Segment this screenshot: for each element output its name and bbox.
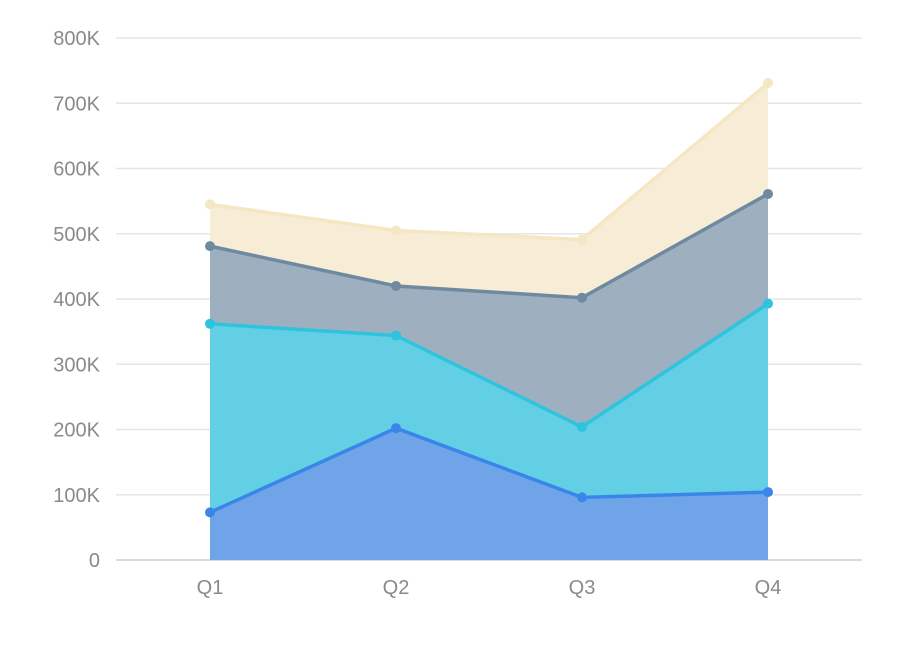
series-1-area bbox=[210, 428, 768, 560]
series-4-point[interactable] bbox=[205, 199, 215, 210]
x-tick-label: Q3 bbox=[569, 577, 596, 599]
series-2-area bbox=[210, 303, 768, 513]
series-2-point[interactable] bbox=[577, 421, 587, 432]
y-tick-label: 100K bbox=[53, 485, 100, 507]
y-axis-tick-labels: 0 100K 200K 300K 400K 500K 600K 700K 800K bbox=[53, 28, 100, 572]
series-3-point[interactable] bbox=[763, 188, 773, 199]
series-1-point[interactable] bbox=[577, 492, 587, 503]
y-tick-label: 800K bbox=[53, 28, 100, 50]
x-tick-label: Q4 bbox=[755, 577, 782, 599]
y-tick-label: 600K bbox=[53, 159, 100, 181]
series-4-point[interactable] bbox=[763, 78, 773, 89]
x-tick-label: Q1 bbox=[197, 577, 224, 599]
x-axis-tick-labels: Q1 Q2 Q3 Q4 bbox=[197, 577, 782, 599]
y-tick-label: 200K bbox=[53, 420, 100, 442]
series-4-point[interactable] bbox=[577, 234, 587, 245]
series-lines bbox=[208, 81, 770, 515]
series-points bbox=[205, 78, 773, 518]
series-3-point[interactable] bbox=[205, 241, 215, 252]
series-areas bbox=[210, 83, 768, 560]
series-4-point[interactable] bbox=[391, 225, 401, 236]
y-tick-label: 700K bbox=[53, 93, 100, 115]
series-4-area bbox=[210, 83, 768, 298]
series-1-point[interactable] bbox=[391, 423, 401, 434]
series-2-point[interactable] bbox=[205, 318, 215, 329]
series-2-point[interactable] bbox=[763, 298, 773, 309]
y-tick-label: 400K bbox=[53, 289, 100, 311]
x-tick-label: Q2 bbox=[383, 577, 410, 599]
series-3-line bbox=[208, 192, 770, 300]
series-3-point[interactable] bbox=[391, 280, 401, 291]
series-2-line bbox=[208, 301, 770, 429]
series-2-point[interactable] bbox=[391, 330, 401, 341]
series-3-area bbox=[210, 193, 768, 427]
series-1-point[interactable] bbox=[205, 507, 215, 518]
y-tick-label: 300K bbox=[53, 354, 100, 376]
series-1-point[interactable] bbox=[763, 487, 773, 498]
series-4-line bbox=[208, 81, 770, 242]
y-tick-label: 0 bbox=[89, 550, 100, 572]
series-3-point[interactable] bbox=[577, 292, 587, 303]
y-tick-label: 500K bbox=[53, 224, 100, 246]
series-1-line bbox=[208, 426, 770, 515]
